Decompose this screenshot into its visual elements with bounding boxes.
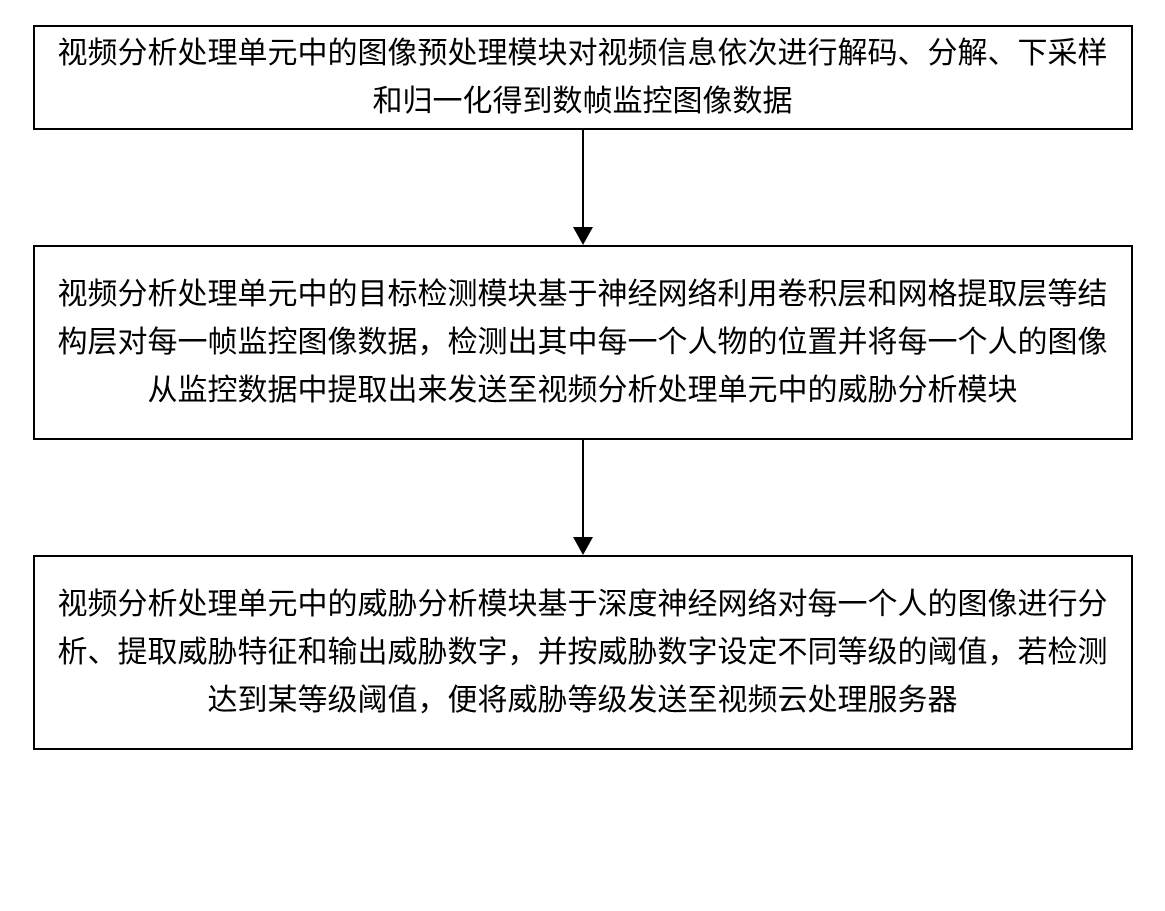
box-1-text: 视频分析处理单元中的图像预处理模块对视频信息依次进行解码、分解、下采样和归一化得… (55, 30, 1111, 126)
arrow-1-head (573, 227, 593, 245)
arrow-1 (573, 130, 593, 245)
flowchart-box-3: 视频分析处理单元中的威胁分析模块基于深度神经网络对每一个人的图像进行分析、提取威… (33, 555, 1133, 750)
flowchart-box-1: 视频分析处理单元中的图像预处理模块对视频信息依次进行解码、分解、下采样和归一化得… (33, 25, 1133, 130)
arrow-2-line (582, 440, 584, 537)
flowchart-box-2: 视频分析处理单元中的目标检测模块基于神经网络利用卷积层和网格提取层等结构层对每一… (33, 245, 1133, 440)
box-2-text: 视频分析处理单元中的目标检测模块基于神经网络利用卷积层和网格提取层等结构层对每一… (55, 271, 1111, 415)
box-3-text: 视频分析处理单元中的威胁分析模块基于深度神经网络对每一个人的图像进行分析、提取威… (55, 581, 1111, 725)
arrow-2-head (573, 537, 593, 555)
arrow-2 (573, 440, 593, 555)
arrow-1-line (582, 130, 584, 227)
